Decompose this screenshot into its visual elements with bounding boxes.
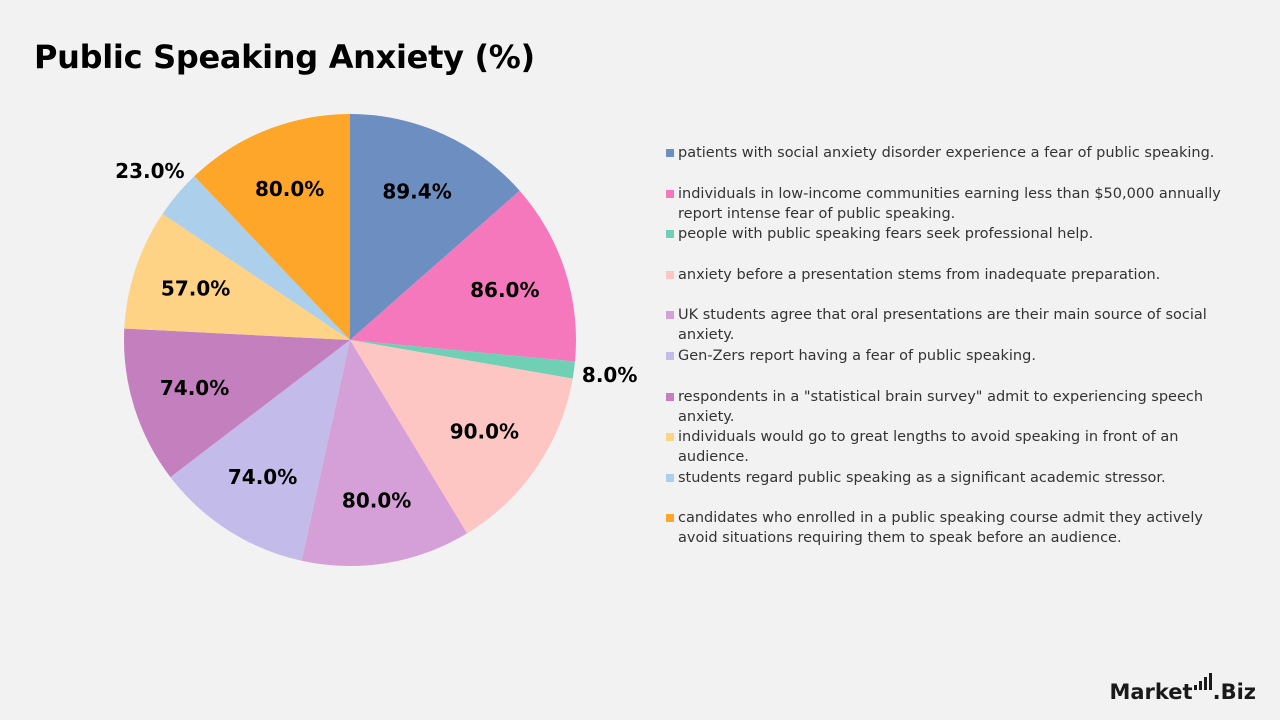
legend-swatch [666, 270, 674, 279]
pie-slice-3 [350, 340, 575, 379]
logo-text-main: Market [1109, 680, 1193, 704]
legend-swatch [666, 392, 674, 401]
legend-label: anxiety before a presentation stems from… [678, 266, 1161, 283]
pie-slice-2 [350, 190, 576, 362]
legend-item-3: people with public speaking fears seek p… [666, 224, 1246, 264]
legend-item-2: individuals in low-income communities ea… [666, 184, 1246, 224]
legend-label: students regard public speaking as a sig… [678, 469, 1166, 486]
legend-item-8: individuals would go to great lengths to… [666, 427, 1246, 467]
pie-slice-10 [194, 114, 350, 340]
data-label-10: 80.0% [255, 177, 324, 201]
pie-slice-6 [170, 340, 350, 561]
pie-slice-1 [350, 114, 520, 340]
pie-slice-5 [301, 340, 468, 566]
bar-chart-icon [1193, 673, 1212, 690]
legend-label: UK students agree that oral presentation… [678, 307, 1207, 344]
legend-swatch [666, 230, 674, 239]
logo-text-suffix: .Biz [1212, 680, 1256, 704]
brand-logo: Market .Biz [1109, 673, 1256, 704]
legend-item-9: students regard public speaking as a sig… [666, 468, 1246, 508]
legend-swatch [666, 351, 674, 360]
pie-slice-8 [124, 213, 350, 340]
legend-swatch [666, 189, 674, 198]
pie-slice-7 [124, 328, 350, 478]
legend-label: individuals in low-income communities ea… [678, 185, 1221, 222]
legend-label: people with public speaking fears seek p… [678, 226, 1094, 243]
legend-label: individuals would go to great lengths to… [678, 429, 1179, 466]
legend-swatch [666, 514, 674, 523]
legend-label: respondents in a "statistical brain surv… [678, 388, 1204, 425]
data-label-5: 80.0% [342, 489, 411, 513]
legend-swatch [666, 433, 674, 442]
legend-swatch [666, 473, 674, 482]
legend-item-6: Gen-Zers report having a fear of public … [666, 346, 1246, 386]
chart-legend: patients with social anxiety disorder ex… [666, 143, 1246, 549]
data-label-7: 74.0% [160, 376, 229, 400]
legend-swatch [666, 149, 674, 157]
data-label-1: 89.4% [382, 180, 451, 204]
pie-slice-9 [162, 176, 350, 340]
legend-label: Gen-Zers report having a fear of public … [678, 347, 1036, 364]
legend-swatch [666, 311, 674, 320]
data-label-6: 74.0% [228, 465, 297, 489]
legend-label: candidates who enrolled in a public spea… [678, 510, 1203, 547]
data-label-4: 90.0% [450, 420, 519, 444]
legend-item-10: candidates who enrolled in a public spea… [666, 508, 1246, 548]
chart-title: Public Speaking Anxiety (%) [34, 38, 535, 76]
legend-item-7: respondents in a "statistical brain surv… [666, 387, 1246, 427]
legend-item-4: anxiety before a presentation stems from… [666, 265, 1246, 305]
legend-item-5: UK students agree that oral presentation… [666, 305, 1246, 345]
pie-chart: 89.4% 86.0% 8.0% 90.0% 80.0% 74.0% 74.0% 57.0% 2… [115, 114, 637, 566]
data-label-3: 8.0% [582, 363, 637, 387]
legend-item-1: patients with social anxiety disorder ex… [666, 143, 1246, 183]
pie-slice-4 [350, 340, 573, 534]
data-label-2: 86.0% [470, 278, 539, 302]
legend-label: patients with social anxiety disorder ex… [678, 145, 1215, 161]
data-label-8: 57.0% [161, 277, 230, 301]
data-label-9: 23.0% [115, 159, 184, 183]
